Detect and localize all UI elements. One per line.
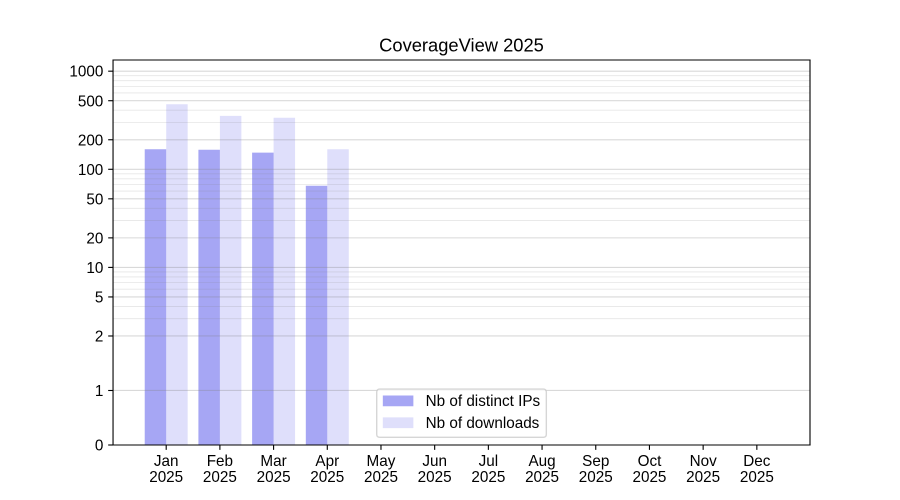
svg-text:500: 500 (78, 93, 103, 110)
svg-text:2025: 2025 (471, 469, 505, 486)
svg-text:1: 1 (95, 383, 104, 400)
svg-text:Apr: Apr (315, 453, 339, 470)
svg-text:Dec: Dec (743, 453, 771, 470)
svg-text:2: 2 (95, 329, 104, 346)
svg-text:2025: 2025 (203, 469, 237, 486)
svg-text:2025: 2025 (579, 469, 613, 486)
svg-text:5: 5 (95, 289, 104, 306)
svg-text:2025: 2025 (740, 469, 774, 486)
svg-text:0: 0 (95, 438, 104, 455)
svg-text:Aug: Aug (528, 453, 555, 470)
svg-text:Sep: Sep (582, 453, 609, 470)
svg-text:2025: 2025 (525, 469, 559, 486)
svg-text:2025: 2025 (257, 469, 291, 486)
svg-text:Nb of distinct IPs: Nb of distinct IPs (426, 393, 541, 410)
svg-text:Feb: Feb (207, 453, 233, 470)
svg-text:Mar: Mar (260, 453, 286, 470)
svg-text:2025: 2025 (149, 469, 183, 486)
svg-text:Jul: Jul (479, 453, 499, 470)
svg-text:50: 50 (86, 191, 103, 208)
svg-text:Oct: Oct (638, 453, 663, 470)
svg-text:1000: 1000 (69, 64, 103, 81)
svg-text:200: 200 (78, 132, 103, 149)
svg-text:2025: 2025 (632, 469, 666, 486)
svg-text:2025: 2025 (686, 469, 720, 486)
svg-text:2025: 2025 (418, 469, 452, 486)
svg-text:100: 100 (78, 162, 103, 179)
svg-text:10: 10 (86, 260, 103, 277)
svg-text:Nov: Nov (690, 453, 718, 470)
svg-text:20: 20 (86, 230, 103, 247)
svg-text:2025: 2025 (310, 469, 344, 486)
svg-text:Jun: Jun (422, 453, 447, 470)
svg-text:May: May (367, 453, 396, 470)
svg-text:2025: 2025 (364, 469, 398, 486)
svg-text:Jan: Jan (154, 453, 179, 470)
svg-text:CoverageView 2025: CoverageView 2025 (379, 35, 544, 56)
svg-text:Nb of downloads: Nb of downloads (426, 415, 540, 432)
